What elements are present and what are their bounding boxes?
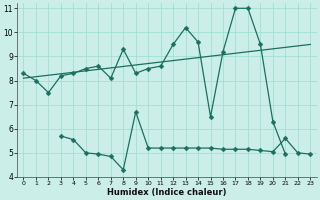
X-axis label: Humidex (Indice chaleur): Humidex (Indice chaleur) — [107, 188, 227, 197]
